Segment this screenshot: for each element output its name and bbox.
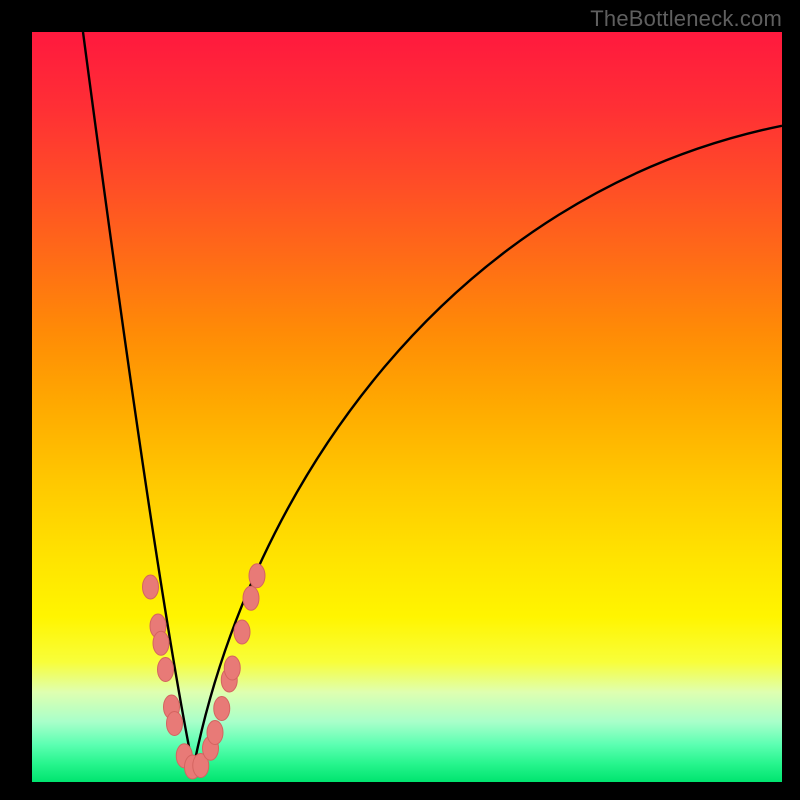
data-point (153, 631, 169, 655)
data-point (207, 721, 223, 745)
data-point (214, 697, 230, 721)
watermark-text: TheBottleneck.com (590, 6, 782, 32)
plot-area (32, 32, 782, 782)
data-point (243, 586, 259, 610)
data-point (224, 656, 240, 680)
gradient-background (32, 32, 782, 782)
data-point (143, 575, 159, 599)
plot-svg (32, 32, 782, 782)
data-point (158, 658, 174, 682)
data-point (234, 620, 250, 644)
data-point (167, 712, 183, 736)
data-point (249, 564, 265, 588)
